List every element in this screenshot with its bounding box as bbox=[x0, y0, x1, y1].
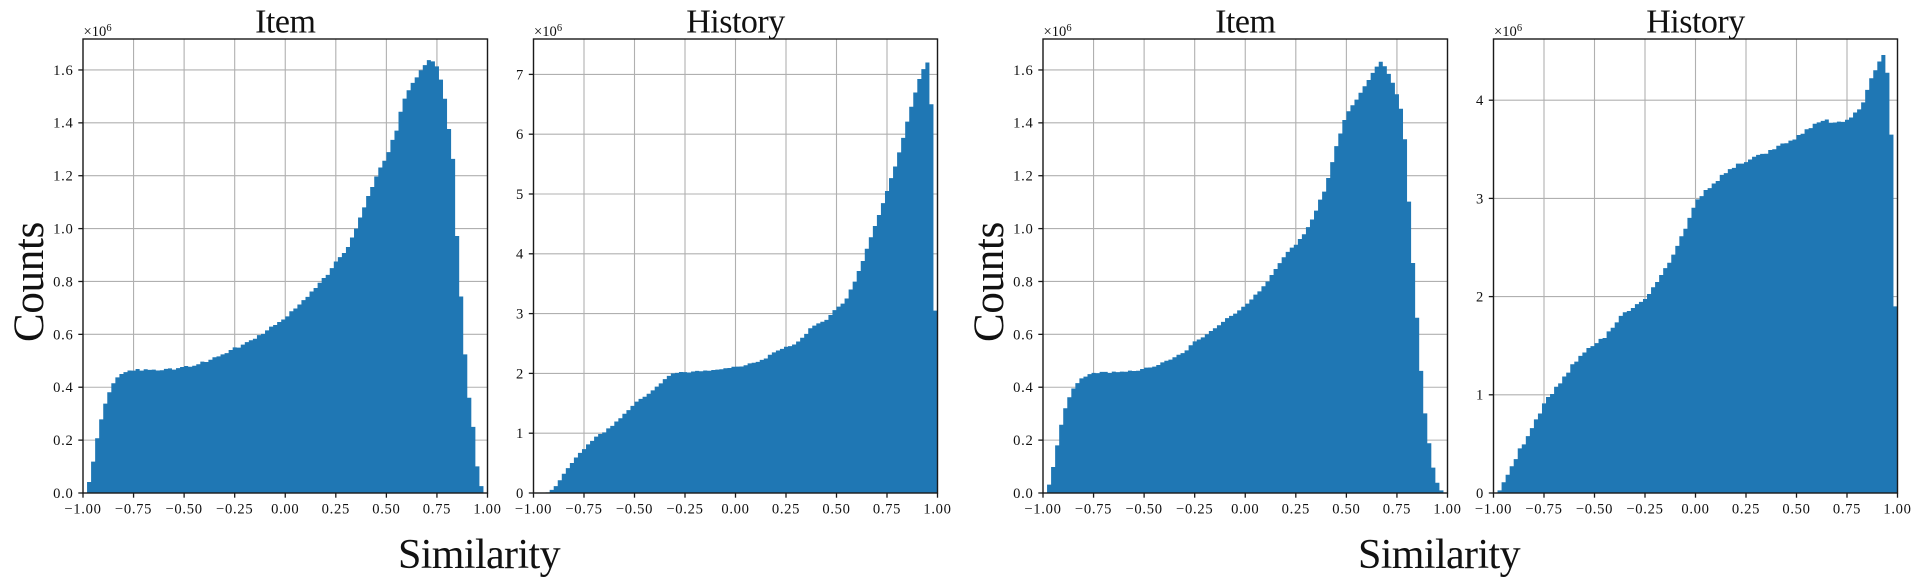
svg-text:0.75: 0.75 bbox=[1383, 502, 1411, 518]
svg-text:0.75: 0.75 bbox=[423, 502, 451, 518]
svg-text:−0.50: −0.50 bbox=[1125, 502, 1162, 518]
svg-text:−1.00: −1.00 bbox=[515, 502, 552, 518]
svg-text:0.6: 0.6 bbox=[53, 327, 73, 343]
svg-text:1.6: 1.6 bbox=[53, 63, 73, 79]
svg-text:Similarity: Similarity bbox=[398, 532, 561, 578]
svg-text:0.50: 0.50 bbox=[822, 502, 850, 518]
svg-text:0.00: 0.00 bbox=[271, 502, 299, 518]
svg-text:0.4: 0.4 bbox=[53, 380, 73, 396]
svg-text:6: 6 bbox=[516, 127, 524, 143]
svg-text:×106: ×106 bbox=[1044, 23, 1072, 40]
svg-text:0.50: 0.50 bbox=[372, 502, 400, 518]
svg-text:History: History bbox=[686, 4, 785, 41]
svg-text:Similarity: Similarity bbox=[1358, 532, 1521, 578]
svg-text:2: 2 bbox=[516, 366, 524, 382]
svg-text:Item: Item bbox=[1215, 4, 1275, 41]
svg-text:1: 1 bbox=[1476, 388, 1484, 404]
svg-text:0.25: 0.25 bbox=[772, 502, 800, 518]
svg-text:0.50: 0.50 bbox=[1332, 502, 1360, 518]
svg-text:Counts: Counts bbox=[6, 222, 53, 342]
svg-text:0.00: 0.00 bbox=[1681, 502, 1709, 518]
svg-text:1.0: 1.0 bbox=[1013, 222, 1033, 238]
svg-text:7: 7 bbox=[516, 67, 524, 83]
svg-text:Counts: Counts bbox=[966, 222, 1013, 342]
svg-text:1.2: 1.2 bbox=[53, 169, 73, 185]
svg-text:0.2: 0.2 bbox=[53, 433, 73, 449]
svg-text:3: 3 bbox=[516, 307, 524, 323]
svg-text:−0.75: −0.75 bbox=[565, 502, 602, 518]
svg-text:1: 1 bbox=[516, 426, 524, 442]
svg-text:0: 0 bbox=[516, 486, 524, 502]
svg-text:×106: ×106 bbox=[84, 23, 112, 40]
svg-text:0.25: 0.25 bbox=[1732, 502, 1760, 518]
svg-text:0.8: 0.8 bbox=[1013, 274, 1033, 290]
svg-text:0.2: 0.2 bbox=[1013, 433, 1033, 449]
svg-text:0.0: 0.0 bbox=[53, 486, 73, 502]
svg-text:−0.75: −0.75 bbox=[1525, 502, 1562, 518]
svg-text:History: History bbox=[1646, 4, 1745, 41]
svg-text:×106: ×106 bbox=[534, 23, 562, 40]
svg-text:−0.25: −0.25 bbox=[216, 502, 253, 518]
svg-text:1.2: 1.2 bbox=[1013, 169, 1033, 185]
svg-text:1.0: 1.0 bbox=[53, 222, 73, 238]
svg-text:1.4: 1.4 bbox=[53, 116, 73, 132]
svg-text:−0.50: −0.50 bbox=[616, 502, 653, 518]
svg-text:0.0: 0.0 bbox=[1013, 486, 1033, 502]
svg-text:−1.00: −1.00 bbox=[1475, 502, 1512, 518]
svg-text:×106: ×106 bbox=[1494, 23, 1522, 40]
svg-text:−0.50: −0.50 bbox=[1576, 502, 1613, 518]
svg-text:−0.25: −0.25 bbox=[1176, 502, 1213, 518]
svg-text:2: 2 bbox=[1476, 290, 1484, 306]
svg-text:0.00: 0.00 bbox=[721, 502, 749, 518]
svg-text:−1.00: −1.00 bbox=[64, 502, 101, 518]
svg-text:Item: Item bbox=[255, 4, 315, 41]
svg-text:1.4: 1.4 bbox=[1013, 116, 1033, 132]
svg-text:−0.50: −0.50 bbox=[165, 502, 202, 518]
svg-text:−0.75: −0.75 bbox=[1075, 502, 1112, 518]
svg-text:0.75: 0.75 bbox=[1833, 502, 1861, 518]
svg-text:4: 4 bbox=[516, 247, 524, 263]
svg-text:0.6: 0.6 bbox=[1013, 327, 1033, 343]
svg-text:4: 4 bbox=[1476, 93, 1484, 109]
svg-text:−0.75: −0.75 bbox=[115, 502, 152, 518]
svg-text:1.00: 1.00 bbox=[1883, 502, 1911, 518]
svg-text:0: 0 bbox=[1476, 486, 1484, 502]
svg-text:0.4: 0.4 bbox=[1013, 380, 1033, 396]
svg-text:1.6: 1.6 bbox=[1013, 63, 1033, 79]
svg-text:0.25: 0.25 bbox=[1282, 502, 1310, 518]
svg-text:0.8: 0.8 bbox=[53, 274, 73, 290]
svg-text:0.00: 0.00 bbox=[1231, 502, 1259, 518]
svg-text:3: 3 bbox=[1476, 191, 1484, 207]
svg-text:0.25: 0.25 bbox=[322, 502, 350, 518]
svg-text:−1.00: −1.00 bbox=[1024, 502, 1061, 518]
svg-text:1.00: 1.00 bbox=[1433, 502, 1461, 518]
svg-text:5: 5 bbox=[516, 187, 524, 203]
svg-text:−0.25: −0.25 bbox=[666, 502, 703, 518]
svg-text:−0.25: −0.25 bbox=[1626, 502, 1663, 518]
svg-text:0.50: 0.50 bbox=[1782, 502, 1810, 518]
svg-text:1.00: 1.00 bbox=[473, 502, 501, 518]
svg-text:0.75: 0.75 bbox=[873, 502, 901, 518]
svg-text:1.00: 1.00 bbox=[923, 502, 951, 518]
